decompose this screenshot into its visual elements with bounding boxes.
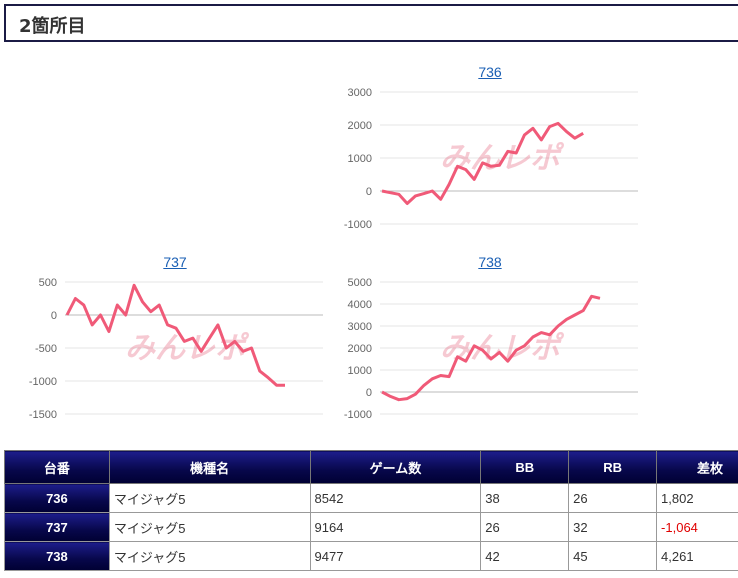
series-line [381, 121, 584, 205]
y-tick-label: -1000 [29, 376, 57, 388]
games-cell: 9164 [309, 512, 482, 542]
rb-cell: 32 [568, 512, 658, 542]
y-tick-label: 5000 [348, 277, 372, 289]
y-tick-label: -500 [35, 343, 57, 355]
model-cell: マイジャグ5 [108, 541, 311, 571]
chart-738: 738 5000 4000 3000 2000 1000 0 -1000 みんレポ [340, 254, 640, 424]
y-tick-label: 0 [366, 186, 372, 198]
machine-no-cell: 738 [4, 541, 110, 571]
games-cell: 9477 [309, 541, 482, 571]
y-tick-label: 4000 [348, 299, 372, 311]
table-header-row: 台番 機種名 ゲーム数 BB RB 差枚 [4, 450, 738, 484]
section-title: 2箇所目 [19, 16, 86, 37]
chart-link-736[interactable]: 736 [478, 64, 502, 80]
y-tick-label: 0 [366, 387, 372, 399]
model-cell: マイジャグ5 [108, 483, 311, 513]
table-row: 736 マイジャグ5 8542 38 26 1,802 [4, 483, 738, 513]
table-row: 737 マイジャグ5 9164 26 32 -1,064 [4, 512, 738, 542]
chart-737: 737 500 0 -500 -1000 -1500 みんレポ [25, 254, 325, 424]
bb-cell: 42 [480, 541, 570, 571]
bb-cell: 38 [480, 483, 570, 513]
games-cell: 8542 [309, 483, 482, 513]
rb-cell: 45 [568, 541, 658, 571]
chart-link-738[interactable]: 738 [478, 254, 502, 270]
series-line [381, 294, 601, 402]
series-line [65, 283, 285, 387]
y-tick-label: -1000 [344, 219, 372, 231]
y-tick-label: 3000 [348, 87, 372, 99]
y-tick-label: 2000 [348, 120, 372, 132]
rb-cell: 26 [568, 483, 658, 513]
col-header-model[interactable]: 機種名 [108, 450, 311, 484]
col-header-bb[interactable]: BB [480, 450, 570, 484]
machine-data-table: 台番 機種名 ゲーム数 BB RB 差枚 736 マイジャグ5 8542 38 … [4, 450, 738, 571]
machine-no-cell: 736 [4, 483, 110, 513]
chart-738-svg: 5000 4000 3000 2000 1000 0 -1000 みんレポ [344, 277, 638, 421]
section-header: 2箇所目 [4, 4, 738, 42]
y-tick-label: -1000 [344, 409, 372, 421]
chart-link-737[interactable]: 737 [163, 254, 187, 270]
y-tick-label: 0 [51, 310, 57, 322]
y-tick-label: 1000 [348, 153, 372, 165]
table-row: 738 マイジャグ5 9477 42 45 4,261 [4, 541, 738, 571]
watermark-logo: みんレポ [440, 331, 565, 366]
bb-cell: 26 [480, 512, 570, 542]
model-cell: マイジャグ5 [108, 512, 311, 542]
y-tick-label: 3000 [348, 321, 372, 333]
col-header-machine-no[interactable]: 台番 [4, 450, 110, 484]
chart-737-svg: 500 0 -500 -1000 -1500 みんレポ [29, 277, 323, 421]
y-tick-label: 500 [39, 277, 57, 289]
col-header-rb[interactable]: RB [568, 450, 658, 484]
col-header-games[interactable]: ゲーム数 [309, 450, 482, 484]
y-tick-label: 1000 [348, 365, 372, 377]
y-tick-label: -1500 [29, 409, 57, 421]
y-tick-label: 2000 [348, 343, 372, 355]
col-header-diff[interactable]: 差枚 [656, 450, 738, 484]
watermark-logo: みんレポ [125, 331, 250, 366]
chart-736: 736 3000 2000 1000 0 -1000 みんレポ [340, 64, 640, 234]
diff-cell: -1,064 [656, 512, 738, 542]
diff-cell: 4,261 [656, 541, 738, 571]
machine-no-cell: 737 [4, 512, 110, 542]
diff-cell: 1,802 [656, 483, 738, 513]
